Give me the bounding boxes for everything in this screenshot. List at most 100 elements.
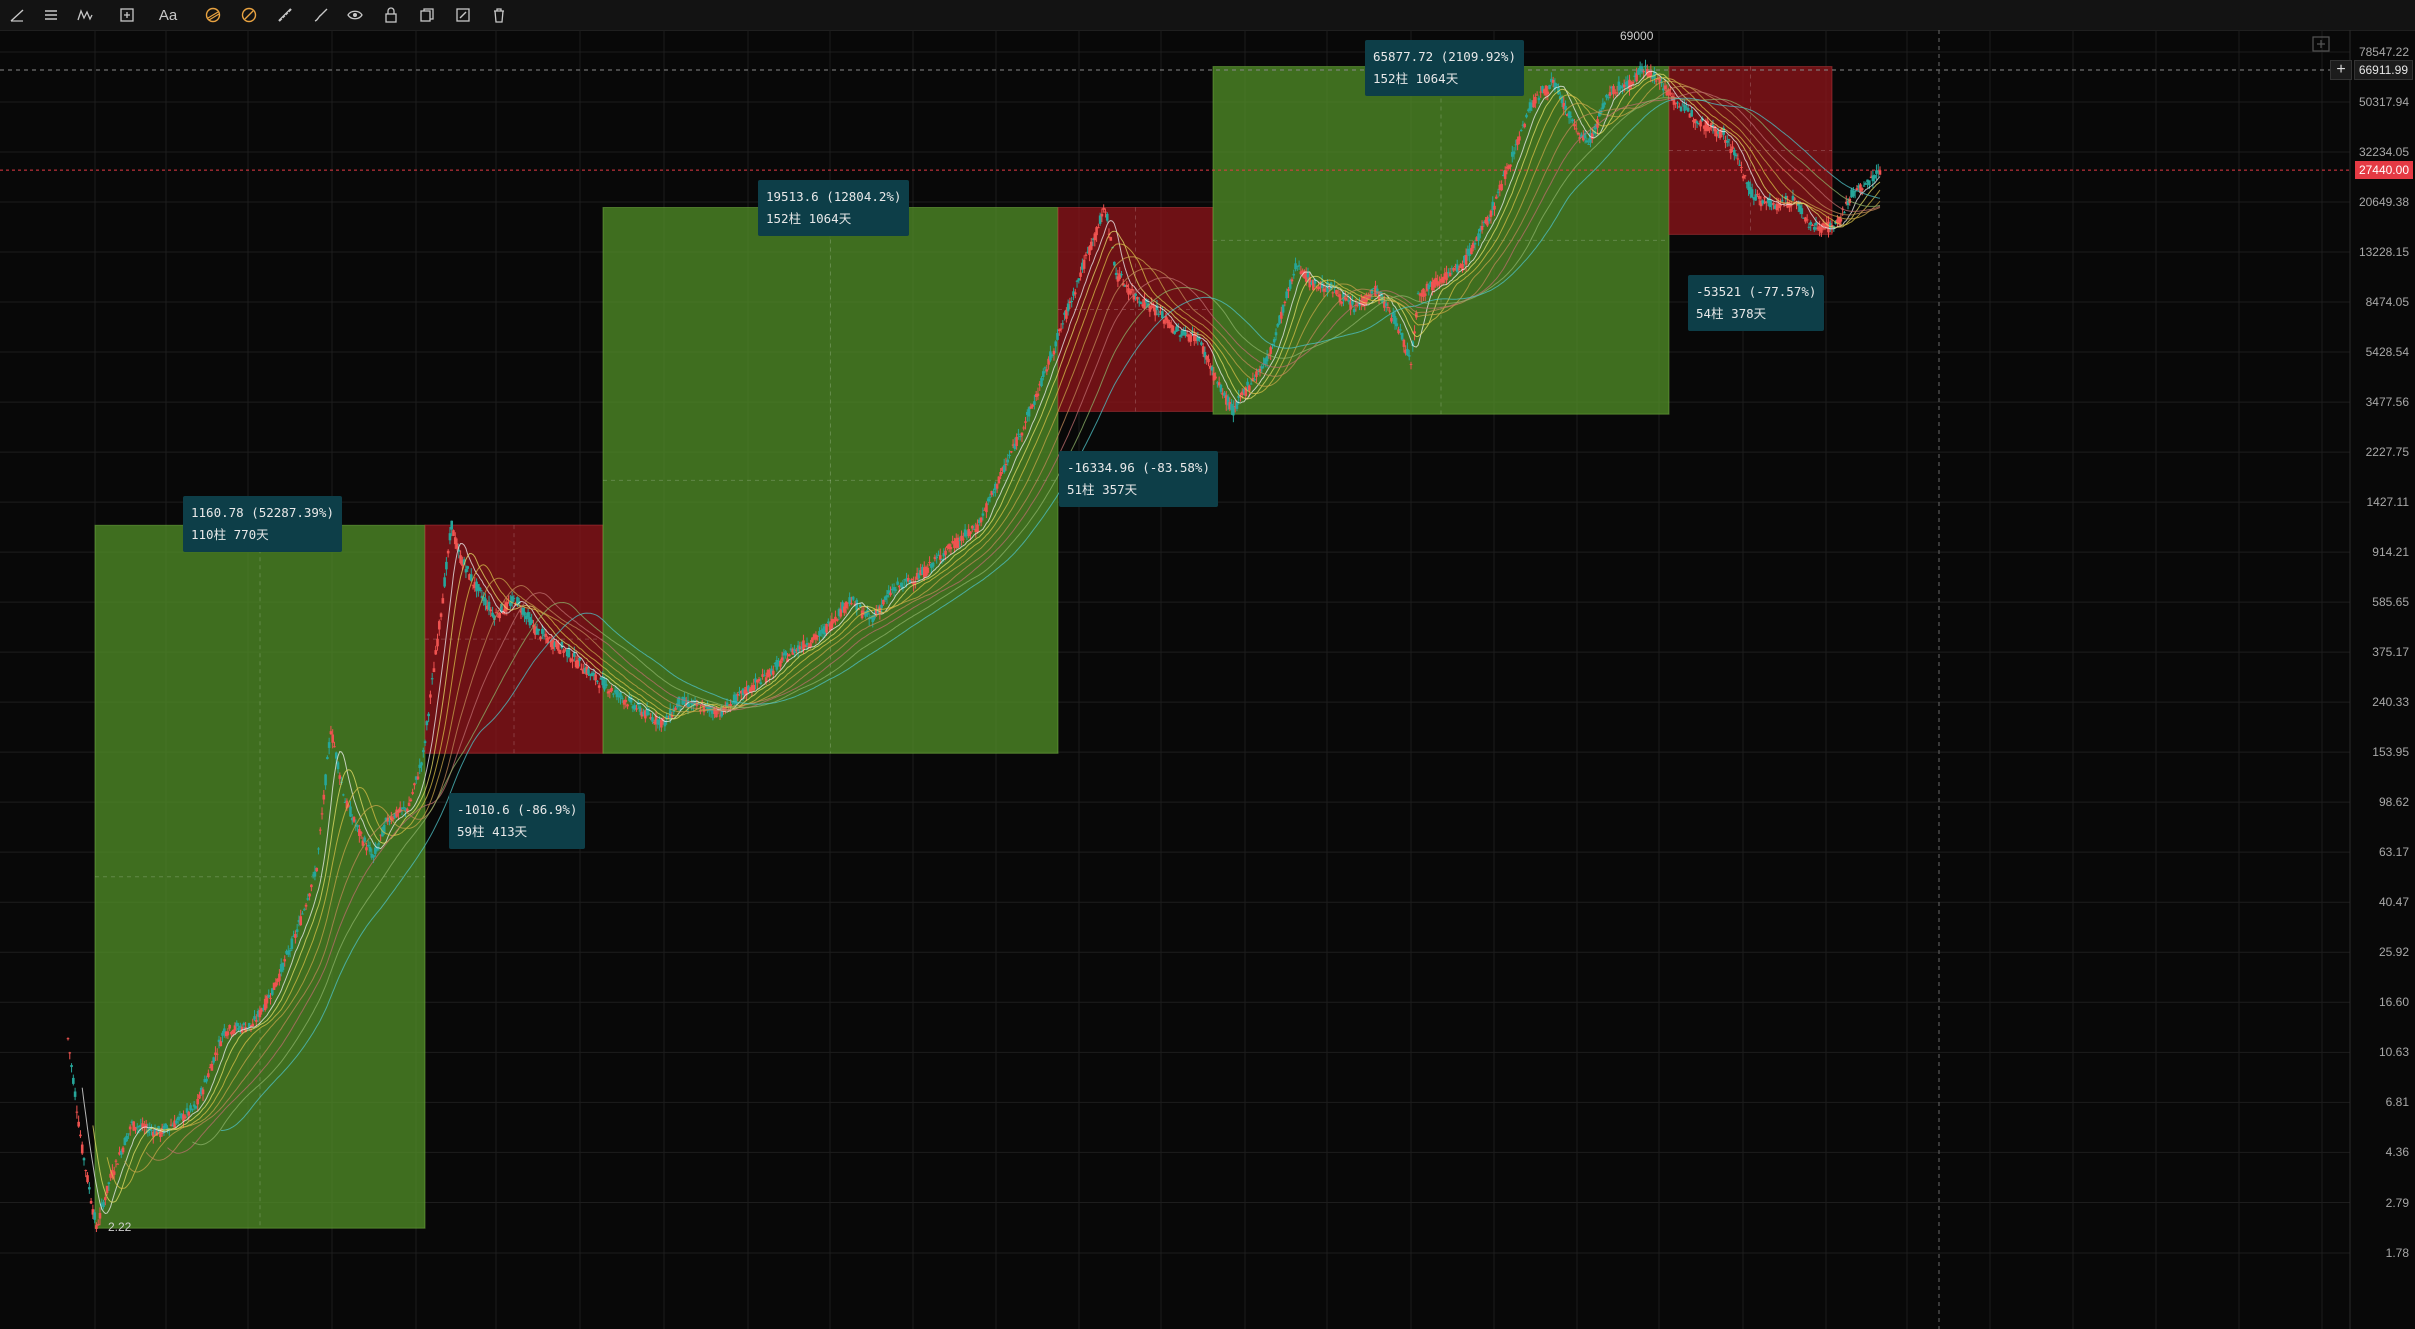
down-candle: [84, 1170, 88, 1172]
up-candle: [890, 588, 894, 591]
down-candle: [361, 840, 365, 846]
down-candle: [1830, 225, 1834, 228]
trend-line-tool-button[interactable]: [2, 3, 32, 27]
up-candle: [679, 706, 683, 708]
down-candle: [576, 659, 580, 669]
up-candle: [1372, 288, 1376, 290]
down-candle: [485, 605, 489, 610]
up-candle: [1868, 180, 1871, 186]
down-candle: [1534, 96, 1537, 104]
up-candle: [281, 963, 285, 971]
down-candle: [1718, 131, 1722, 138]
up-candle: [1681, 103, 1685, 105]
up-candle: [896, 581, 899, 585]
down-candle: [453, 537, 457, 545]
price-tick-label: 585.65: [2372, 595, 2409, 610]
down-candle: [159, 1131, 162, 1137]
down-candle: [1434, 277, 1438, 285]
up-candle: [942, 553, 946, 557]
up-candle: [123, 1138, 127, 1146]
candles: [66, 59, 1882, 1233]
up-candle: [628, 697, 631, 701]
up-candle: [1200, 342, 1203, 345]
down-candle: [407, 802, 411, 807]
up-candle: [1256, 369, 1260, 371]
up-candle: [1752, 197, 1756, 200]
down-candle: [1805, 219, 1809, 221]
up-candle: [613, 690, 617, 693]
up-candle: [553, 642, 557, 647]
up-candle: [1411, 341, 1415, 346]
down-candle: [1457, 268, 1461, 270]
measurement-change: 1160.78 (52287.39%): [191, 505, 334, 520]
add-alert-button[interactable]: +: [2330, 60, 2352, 80]
up-candle: [1514, 144, 1518, 146]
up-candle: [484, 598, 487, 606]
pattern-tool-button[interactable]: [70, 3, 100, 27]
down-candle: [1166, 319, 1169, 324]
down-candle: [439, 613, 443, 617]
fib-tool-button[interactable]: [198, 3, 228, 27]
up-candle: [302, 909, 306, 911]
down-candle: [452, 530, 455, 536]
up-candle: [462, 559, 466, 565]
ruler-tool-button[interactable]: [270, 3, 300, 27]
up-candle: [523, 611, 526, 616]
down-candle: [1590, 133, 1594, 140]
down-candle: [1777, 203, 1781, 209]
up-candle: [107, 1182, 111, 1184]
down-candle: [219, 1041, 223, 1047]
up-candle: [221, 1032, 224, 1036]
down-candle: [1475, 237, 1479, 241]
down-candle: [1327, 287, 1331, 289]
down-candle: [1631, 81, 1635, 84]
edit-tool-button[interactable]: [448, 3, 478, 27]
horizontal-lines-tool-button[interactable]: [36, 3, 66, 27]
down-candle: [1118, 273, 1121, 280]
up-candle: [1400, 333, 1404, 340]
price-chart[interactable]: [0, 30, 2350, 1329]
down-candle: [1059, 328, 1063, 330]
down-candle: [1217, 382, 1221, 386]
down-candle: [1349, 301, 1352, 310]
down-candle: [441, 598, 445, 604]
down-candle: [670, 715, 674, 718]
brush-tool-button[interactable]: [306, 3, 336, 27]
up-candle: [572, 652, 576, 657]
up-candle: [256, 1011, 260, 1017]
up-candle: [789, 648, 793, 651]
up-candle: [747, 685, 750, 692]
measure-tool-button[interactable]: [112, 3, 142, 27]
up-candle: [1598, 111, 1601, 117]
up-candle: [528, 617, 532, 626]
fib-circle-tool-button[interactable]: [234, 3, 264, 27]
up-candle: [1203, 352, 1207, 358]
lock-tool-button[interactable]: [376, 3, 406, 27]
trash-tool-button[interactable]: [484, 3, 514, 27]
copy-tool-button[interactable]: [412, 3, 442, 27]
up-candle: [363, 837, 366, 842]
down-candle: [610, 688, 613, 692]
up-candle: [279, 964, 283, 972]
chart-settings-button[interactable]: [2310, 34, 2332, 54]
down-candle: [1425, 283, 1429, 291]
up-candle: [267, 994, 271, 998]
visibility-tool-button[interactable]: [340, 3, 370, 27]
up-candle: [205, 1078, 208, 1082]
up-candle: [1274, 332, 1278, 336]
text-tool-tool-button[interactable]: Aa: [153, 3, 183, 27]
down-candle: [1290, 279, 1294, 282]
up-candle: [1560, 96, 1564, 104]
measure-icon: [120, 8, 134, 22]
down-candle: [379, 834, 382, 836]
down-candle: [294, 933, 297, 938]
up-candle: [1594, 124, 1598, 130]
hover-price-tag: 66911.99: [2353, 60, 2413, 80]
up-candle: [793, 648, 796, 654]
price-tick-label: 240.33: [2372, 695, 2409, 710]
up-candle: [763, 675, 766, 677]
down-candle: [1359, 299, 1363, 305]
down-candle: [624, 699, 628, 703]
up-candle: [1487, 218, 1491, 222]
up-candle: [1589, 132, 1592, 143]
